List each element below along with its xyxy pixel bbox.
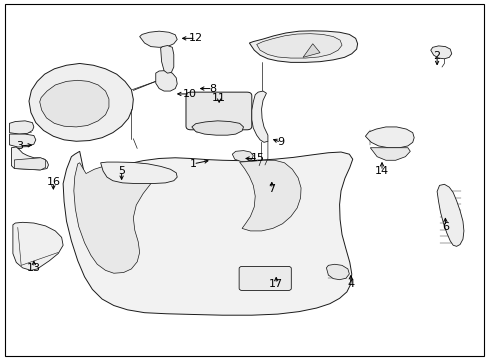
Text: 1: 1 (189, 159, 196, 169)
Text: 8: 8 (209, 84, 216, 94)
Polygon shape (13, 222, 63, 270)
Text: 15: 15 (251, 153, 264, 163)
Text: 7: 7 (268, 184, 275, 194)
Polygon shape (11, 147, 48, 170)
Text: 2: 2 (433, 51, 440, 61)
Polygon shape (9, 121, 34, 134)
Polygon shape (430, 46, 451, 59)
Polygon shape (251, 91, 267, 142)
Text: 4: 4 (346, 279, 354, 289)
Polygon shape (232, 150, 253, 161)
Text: 6: 6 (441, 222, 448, 231)
Text: 11: 11 (212, 93, 225, 103)
Text: 12: 12 (188, 33, 203, 43)
Text: 17: 17 (268, 279, 283, 289)
Polygon shape (40, 80, 109, 127)
Text: 3: 3 (16, 141, 22, 151)
Polygon shape (256, 34, 341, 58)
Polygon shape (365, 127, 413, 148)
Polygon shape (74, 163, 154, 273)
Text: 9: 9 (277, 138, 284, 147)
Polygon shape (156, 71, 177, 91)
Polygon shape (101, 162, 177, 184)
Polygon shape (326, 264, 348, 280)
Polygon shape (191, 121, 243, 135)
Polygon shape (239, 160, 301, 231)
Polygon shape (160, 45, 173, 73)
FancyBboxPatch shape (185, 92, 251, 130)
Polygon shape (369, 148, 409, 160)
Polygon shape (436, 184, 463, 246)
Text: 10: 10 (183, 89, 197, 99)
FancyBboxPatch shape (239, 266, 291, 291)
Text: 14: 14 (374, 166, 388, 176)
Text: 5: 5 (118, 166, 125, 176)
Polygon shape (249, 31, 357, 62)
Polygon shape (63, 151, 352, 315)
Text: 13: 13 (27, 263, 41, 273)
Text: 16: 16 (46, 177, 60, 187)
Polygon shape (303, 44, 320, 57)
Polygon shape (140, 31, 177, 47)
Polygon shape (14, 158, 45, 170)
Polygon shape (29, 63, 133, 141)
Polygon shape (9, 134, 36, 147)
